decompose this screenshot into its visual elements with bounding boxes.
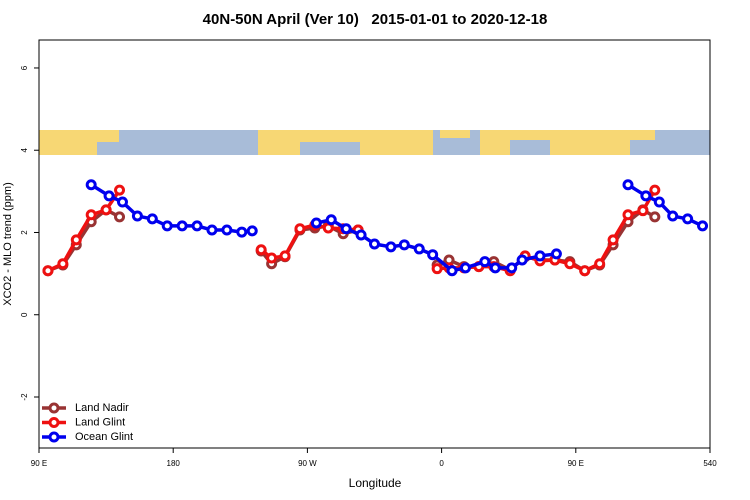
y-tick-label: 6 bbox=[20, 65, 29, 70]
point bbox=[340, 223, 352, 235]
point bbox=[236, 226, 248, 238]
point bbox=[310, 217, 322, 229]
point bbox=[246, 225, 258, 237]
legend: Land Nadir Land Glint Ocean Glint bbox=[42, 402, 133, 443]
point bbox=[131, 210, 143, 222]
point bbox=[607, 234, 619, 246]
y-axis-label: XCO2 - MLO trend (ppm) bbox=[2, 182, 14, 305]
point bbox=[640, 190, 652, 202]
point bbox=[103, 190, 115, 202]
y-tick-label: 4 bbox=[20, 147, 29, 152]
point bbox=[42, 265, 54, 277]
x-tick-label: 90 W bbox=[298, 459, 317, 468]
legend-label: Land Glint bbox=[75, 416, 125, 428]
point bbox=[479, 256, 491, 268]
point bbox=[622, 179, 634, 191]
point bbox=[146, 213, 158, 225]
point bbox=[489, 262, 501, 274]
point bbox=[516, 254, 528, 266]
point bbox=[682, 213, 694, 225]
point bbox=[697, 220, 709, 232]
x-tick-label: 0 bbox=[439, 459, 444, 468]
point bbox=[100, 204, 112, 216]
legend-marker bbox=[48, 431, 60, 443]
point bbox=[266, 252, 278, 264]
point bbox=[431, 263, 443, 275]
map-strip bbox=[39, 130, 710, 155]
y-tick-label: 0 bbox=[20, 312, 29, 317]
plot-frame bbox=[38, 39, 711, 449]
point bbox=[117, 196, 129, 208]
point bbox=[325, 214, 337, 226]
x-axis-label: Longitude bbox=[349, 476, 402, 490]
point bbox=[550, 248, 562, 260]
legend-marker bbox=[48, 402, 60, 414]
point bbox=[667, 210, 679, 222]
legend-marker bbox=[48, 417, 60, 428]
point bbox=[70, 234, 82, 246]
point bbox=[369, 238, 380, 250]
point bbox=[57, 258, 69, 270]
point bbox=[161, 220, 173, 232]
x-tick-label: 90 E bbox=[568, 459, 584, 468]
point bbox=[459, 262, 471, 274]
point bbox=[506, 262, 518, 274]
point bbox=[534, 250, 546, 262]
point bbox=[427, 249, 439, 261]
x-tick-label: 540 bbox=[703, 459, 717, 468]
point bbox=[206, 224, 218, 236]
point bbox=[85, 209, 97, 221]
x-tick-label: 90 E bbox=[31, 459, 47, 468]
point bbox=[637, 205, 649, 217]
point bbox=[385, 241, 397, 253]
y-tick-label: 2 bbox=[20, 230, 29, 235]
point bbox=[649, 211, 661, 223]
point bbox=[594, 258, 606, 270]
point bbox=[176, 220, 188, 232]
point bbox=[398, 239, 410, 251]
point bbox=[255, 244, 267, 256]
point bbox=[221, 224, 233, 236]
point bbox=[653, 196, 665, 208]
point bbox=[579, 265, 591, 277]
point bbox=[85, 179, 97, 191]
point bbox=[413, 243, 425, 255]
point bbox=[622, 209, 634, 221]
chart-title: 40N-50N April (Ver 10) 2015-01-01 to 202… bbox=[203, 11, 548, 28]
point bbox=[294, 223, 306, 235]
point bbox=[649, 184, 661, 196]
legend-label: Ocean Glint bbox=[75, 431, 133, 443]
x-tick-label: 180 bbox=[167, 459, 181, 468]
point bbox=[279, 250, 291, 262]
point bbox=[355, 229, 367, 241]
point bbox=[191, 220, 203, 232]
point bbox=[114, 211, 126, 223]
legend-label: Land Nadir bbox=[75, 402, 129, 414]
point bbox=[564, 258, 576, 270]
point bbox=[114, 184, 126, 196]
point bbox=[446, 265, 458, 277]
y-tick-label: -2 bbox=[20, 393, 29, 401]
